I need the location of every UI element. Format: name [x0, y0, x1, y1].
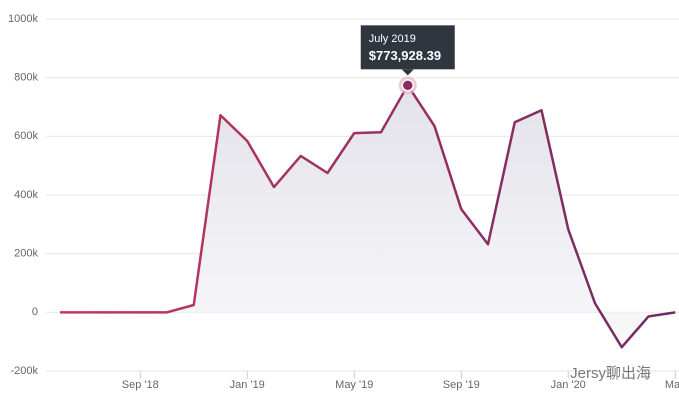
x-tick-label: Jan '19 [230, 379, 265, 391]
tooltip-title: July 2019 [369, 33, 416, 45]
x-tick-label: Sep '18 [122, 379, 159, 391]
y-tick-label: 0 [32, 306, 38, 318]
point [401, 79, 414, 92]
y-tick-label: 200k [14, 248, 38, 260]
area [60, 85, 676, 348]
tooltip: July 2019 $773,928.39 [360, 25, 455, 76]
tooltip-box [360, 25, 455, 70]
x-tick-label: May [665, 379, 679, 391]
x-tick-label: Jan '20 [551, 379, 586, 391]
tooltip-value: $773,928.39 [369, 48, 441, 63]
x-tick-label: May '19 [335, 379, 373, 391]
y-tick-label: 800k [14, 72, 38, 84]
y-tick-label: 1000k [8, 13, 38, 25]
y-tick-label: 600k [14, 130, 38, 142]
y-tick-label: 400k [14, 189, 38, 201]
x-tick-label: Sep '19 [443, 379, 480, 391]
y-tick-label: -200k [10, 365, 38, 377]
watermark: Jersy聊出海 [570, 365, 651, 382]
line [60, 84, 676, 349]
tooltip-arrow [401, 69, 414, 76]
plot-back: -200k 0 200k 400k 600k 800k 1000k Sep '18 Jan '1… [8, 13, 679, 391]
